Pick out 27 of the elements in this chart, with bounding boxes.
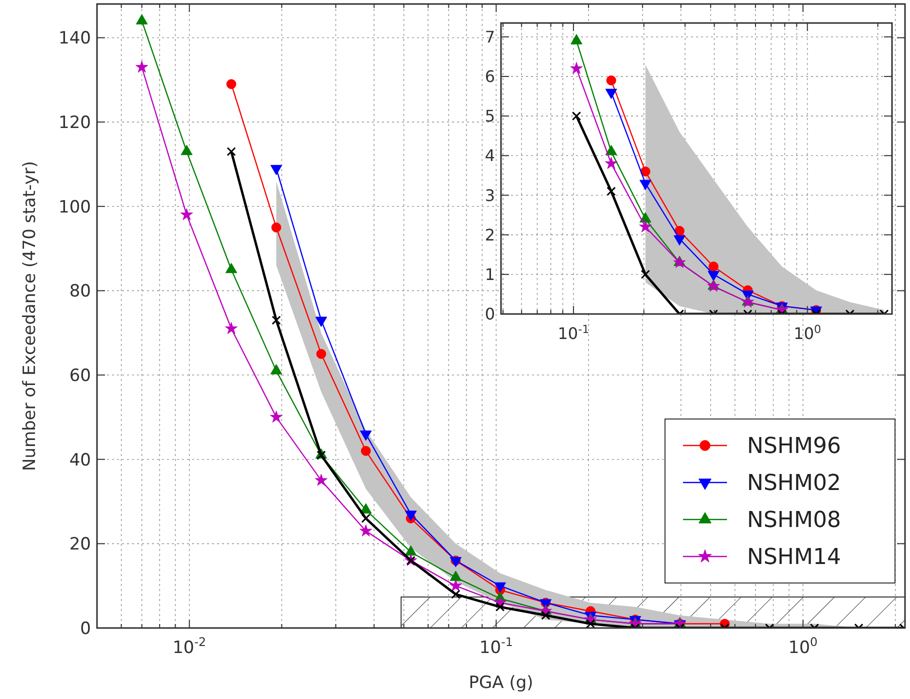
x-tick-label: 10$^{-2}$ <box>172 635 206 658</box>
y-tick-label: 1 <box>484 265 495 284</box>
y-tick-label: 2 <box>484 225 495 244</box>
legend-label: NSHM02 <box>747 471 841 496</box>
y-tick-label: 60 <box>69 366 91 386</box>
y-tick-label: 3 <box>484 186 495 205</box>
y-tick-label: 0 <box>484 304 495 324</box>
legend-label: NSHM08 <box>747 508 841 534</box>
y-tick-label: 80 <box>69 282 91 302</box>
x-axis-title: PGA (g) <box>468 673 534 693</box>
y-tick-label: 5 <box>484 106 495 126</box>
y-tick-label: 100 <box>58 197 91 218</box>
x-tick-label: 10$^{0}$ <box>794 322 822 343</box>
y-tick-label: 140 <box>58 28 91 49</box>
x-tick-label: 10$^{0}$ <box>788 635 818 658</box>
y-tick-label: 0 <box>80 618 91 639</box>
y-tick-label: 4 <box>484 146 495 166</box>
y-tick-label: 120 <box>58 113 91 134</box>
y-tick-label: 20 <box>69 534 91 555</box>
y-axis-title: Number of Exceedance (470 stat-yr) <box>20 160 40 472</box>
y-tick-label: 7 <box>484 27 495 46</box>
y-tick-label: 6 <box>484 67 495 86</box>
x-tick-label: 10$^{-1}$ <box>479 635 513 658</box>
legend-label: NSHM96 <box>747 434 841 460</box>
legend-label: NSHM14 <box>747 545 841 570</box>
y-tick-label: 40 <box>69 450 91 470</box>
x-tick-label: 10$^{-1}$ <box>558 322 590 343</box>
